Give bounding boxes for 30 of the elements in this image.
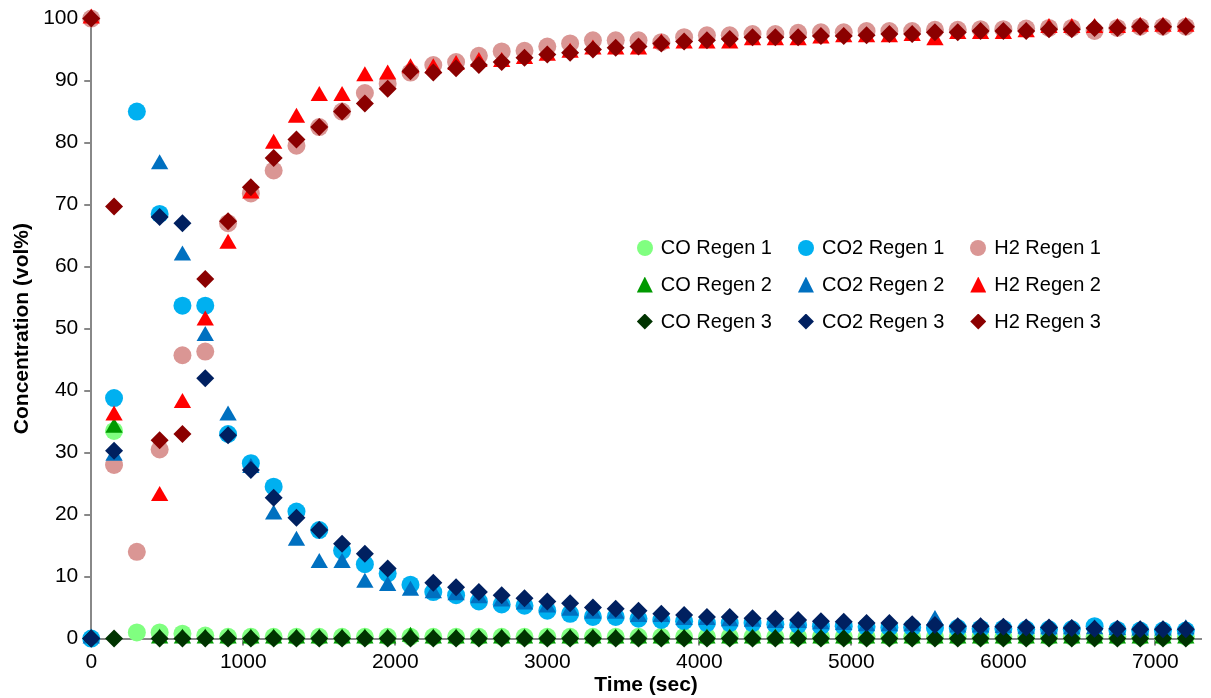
legend-label: CO Regen 3 <box>660 310 772 333</box>
y-tick-label: 60 <box>54 253 79 277</box>
x-tick-label: 3000 <box>523 649 571 672</box>
y-tick-label: 10 <box>54 563 79 587</box>
x-axis-title: Time (sec) <box>594 672 698 696</box>
legend-label: CO2 Regen 3 <box>821 310 945 333</box>
x-tick-label: 1000 <box>219 649 267 672</box>
y-tick-label: 40 <box>54 377 79 401</box>
x-tick-label: 4000 <box>675 649 723 672</box>
y-tick-label: 50 <box>54 315 79 339</box>
y-tick-label: 0 <box>66 625 79 649</box>
legend-label: H2 Regen 3 <box>994 310 1101 333</box>
x-tick-label: 6000 <box>980 649 1027 672</box>
y-tick-label: 20 <box>54 501 79 525</box>
x-tick-label: 2000 <box>371 649 419 672</box>
y-axis-title: Concentration (vol%) <box>9 223 33 435</box>
legend-label: CO2 Regen 1 <box>821 236 945 259</box>
legend-label: CO Regen 2 <box>660 273 772 296</box>
y-tick-label: 30 <box>54 439 79 463</box>
y-tick-label: 100 <box>43 5 79 29</box>
legend-label: H2 Regen 2 <box>994 273 1101 296</box>
legend-label: CO Regen 1 <box>660 236 772 259</box>
legend-label: H2 Regen 1 <box>994 236 1101 259</box>
y-tick-label: 70 <box>54 191 79 215</box>
x-tick-label: 5000 <box>827 649 875 672</box>
y-tick-label: 80 <box>54 129 79 153</box>
x-tick-label: 0 <box>85 649 98 672</box>
legend-label: CO2 Regen 2 <box>821 273 945 296</box>
x-tick-label: 7000 <box>1132 649 1179 672</box>
y-tick-label: 90 <box>54 67 79 91</box>
